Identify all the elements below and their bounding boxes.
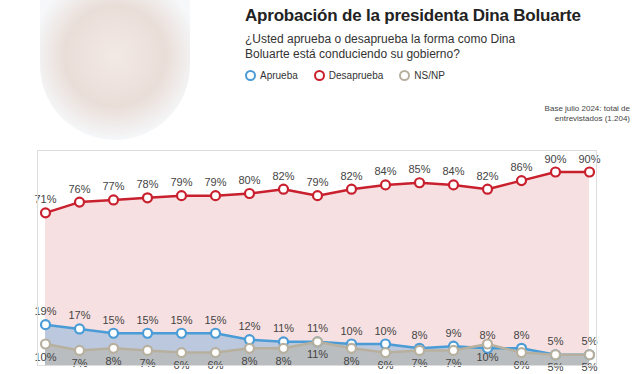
svg-text:5%: 5% (548, 335, 564, 347)
svg-text:76%: 76% (68, 183, 90, 195)
svg-text:11%: 11% (307, 322, 328, 334)
html-text:Aprobación de la presidenta Di: Aprobación de la presidenta Dina Boluart… (245, 6, 581, 25)
svg-text:10%: 10% (340, 325, 362, 337)
svg-text:17%: 17% (68, 309, 90, 321)
svg-text:84%: 84% (374, 165, 396, 177)
svg-text:8%: 8% (412, 329, 428, 341)
svg-text:15%: 15% (136, 314, 158, 326)
svg-text:10%: 10% (374, 325, 396, 337)
svg-text:5%: 5% (582, 335, 598, 347)
svg-text:77%: 77% (102, 180, 124, 192)
svg-text:10%: 10% (34, 350, 57, 363)
svg-text:9%: 9% (446, 327, 462, 339)
svg-text:82%: 82% (340, 170, 362, 182)
svg-text:6%: 6% (207, 359, 224, 372)
svg-text:6%: 6% (377, 359, 394, 372)
svg-text:15%: 15% (102, 314, 124, 326)
svg-text:7%: 7% (446, 357, 462, 369)
svg-text:8%: 8% (343, 354, 360, 367)
svg-text:15%: 15% (204, 314, 226, 326)
svg-text:90%: 90% (578, 153, 600, 165)
html-text:NS/NP: NS/NP (414, 70, 445, 81)
svg-text:84%: 84% (442, 165, 464, 177)
svg-text:79%: 79% (306, 176, 328, 188)
svg-text:79%: 79% (170, 176, 192, 188)
svg-text:6%: 6% (513, 359, 530, 372)
svg-text:15%: 15% (170, 314, 192, 326)
svg-text:8%: 8% (241, 354, 258, 367)
svg-text:7%: 7% (412, 357, 428, 369)
svg-text:80%: 80% (238, 174, 260, 186)
svg-text:79%: 79% (204, 176, 226, 188)
svg-text:7%: 7% (140, 357, 156, 369)
html-text:Desaprueba: Desaprueba (328, 70, 384, 81)
svg-text:6%: 6% (173, 359, 190, 372)
svg-text:11%: 11% (307, 348, 328, 360)
svg-text:86%: 86% (510, 161, 532, 173)
svg-text:82%: 82% (272, 170, 294, 182)
svg-text:78%: 78% (136, 178, 158, 190)
svg-text:12%: 12% (238, 320, 260, 332)
svg-text:82%: 82% (476, 170, 498, 182)
svg-text:90%: 90% (544, 153, 566, 165)
html-text:Aprueba: Aprueba (260, 70, 298, 81)
svg-text:5%: 5% (548, 361, 564, 373)
svg-text:5%: 5% (582, 361, 598, 373)
html-text:¿Usted aprueba o desaprueba la: ¿Usted aprueba o desaprueba la forma com… (245, 32, 516, 61)
html-text:Base julio 2024: total de entr: Base julio 2024: total de entrevistados … (544, 104, 630, 123)
svg-text:11%: 11% (273, 322, 294, 334)
svg-text:19%: 19% (34, 305, 57, 318)
svg-text:71%: 71% (34, 193, 57, 206)
svg-text:85%: 85% (408, 163, 430, 175)
svg-text:7%: 7% (72, 357, 88, 369)
svg-text:8%: 8% (514, 329, 530, 341)
svg-text:8%: 8% (480, 329, 496, 341)
svg-text:8%: 8% (105, 354, 122, 367)
svg-text:8%: 8% (275, 354, 292, 367)
svg-text:10%: 10% (476, 351, 498, 363)
